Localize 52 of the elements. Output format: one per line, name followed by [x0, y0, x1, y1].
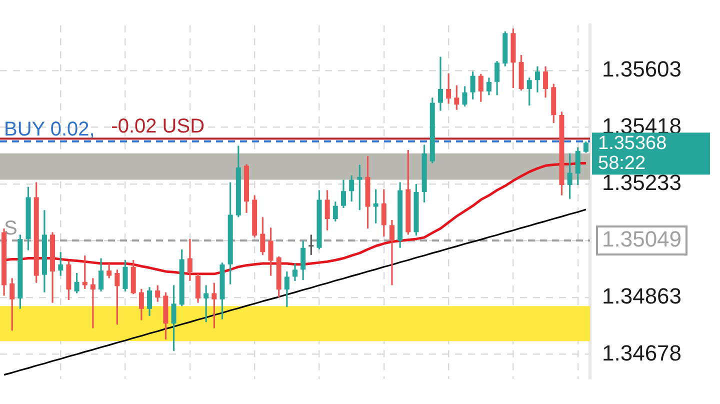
- candlestick: [204, 284, 209, 323]
- ref-line-label: S: [4, 217, 18, 240]
- candlestick: [543, 65, 548, 98]
- candlestick: [74, 272, 80, 294]
- ref-line-label: -0.02 USD: [111, 116, 205, 138]
- candlestick: [308, 234, 314, 256]
- candlestick: [389, 219, 394, 286]
- y-tick-label: 1.35603: [602, 56, 682, 82]
- candlestick: [58, 251, 64, 277]
- candlestick: [122, 259, 128, 292]
- candlestick: [534, 65, 540, 94]
- candlestick: [138, 288, 144, 322]
- candlestick: [300, 240, 306, 281]
- candlestick: [526, 76, 532, 106]
- candlestick: [357, 164, 362, 211]
- candlestick: [567, 152, 572, 200]
- candlestick: [373, 188, 378, 224]
- candlestick: [98, 257, 104, 292]
- candlestick: [147, 286, 152, 317]
- candlestick: [438, 56, 443, 112]
- candlestick: [10, 277, 15, 332]
- candlestick: [446, 72, 452, 105]
- candlestick: [106, 262, 112, 280]
- candlestick: [212, 282, 217, 329]
- candlestick: [114, 268, 120, 326]
- candlestick: [187, 238, 192, 282]
- candlestick: [340, 178, 346, 209]
- candlestick: [583, 140, 588, 154]
- candlestick: [575, 146, 580, 186]
- candlestick: [470, 70, 476, 100]
- y-tick-label: 1.34678: [602, 340, 682, 366]
- candlestick: [268, 226, 274, 277]
- y-tick-label: 1.34863: [602, 284, 682, 309]
- candlestick: [292, 262, 298, 282]
- candlestick: [462, 85, 468, 108]
- candlestick: [478, 73, 484, 103]
- candlestick: [90, 277, 96, 329]
- candlestick: [196, 273, 201, 304]
- candlestick: [486, 76, 492, 96]
- candlestick: [155, 284, 160, 303]
- candlestick: [332, 200, 338, 222]
- candlestick: [324, 189, 330, 232]
- candlestick: [171, 284, 176, 352]
- candlestick: [82, 254, 88, 290]
- ref-line-label: BUY 0.02,: [4, 118, 95, 140]
- candlestick: [454, 84, 460, 111]
- candlestick: [381, 188, 386, 238]
- candlestick: [349, 174, 354, 202]
- candlestick: [284, 270, 290, 308]
- candlestick: [260, 216, 266, 256]
- y-tick-label: 1.35049: [602, 226, 682, 252]
- candlestick: [494, 60, 500, 96]
